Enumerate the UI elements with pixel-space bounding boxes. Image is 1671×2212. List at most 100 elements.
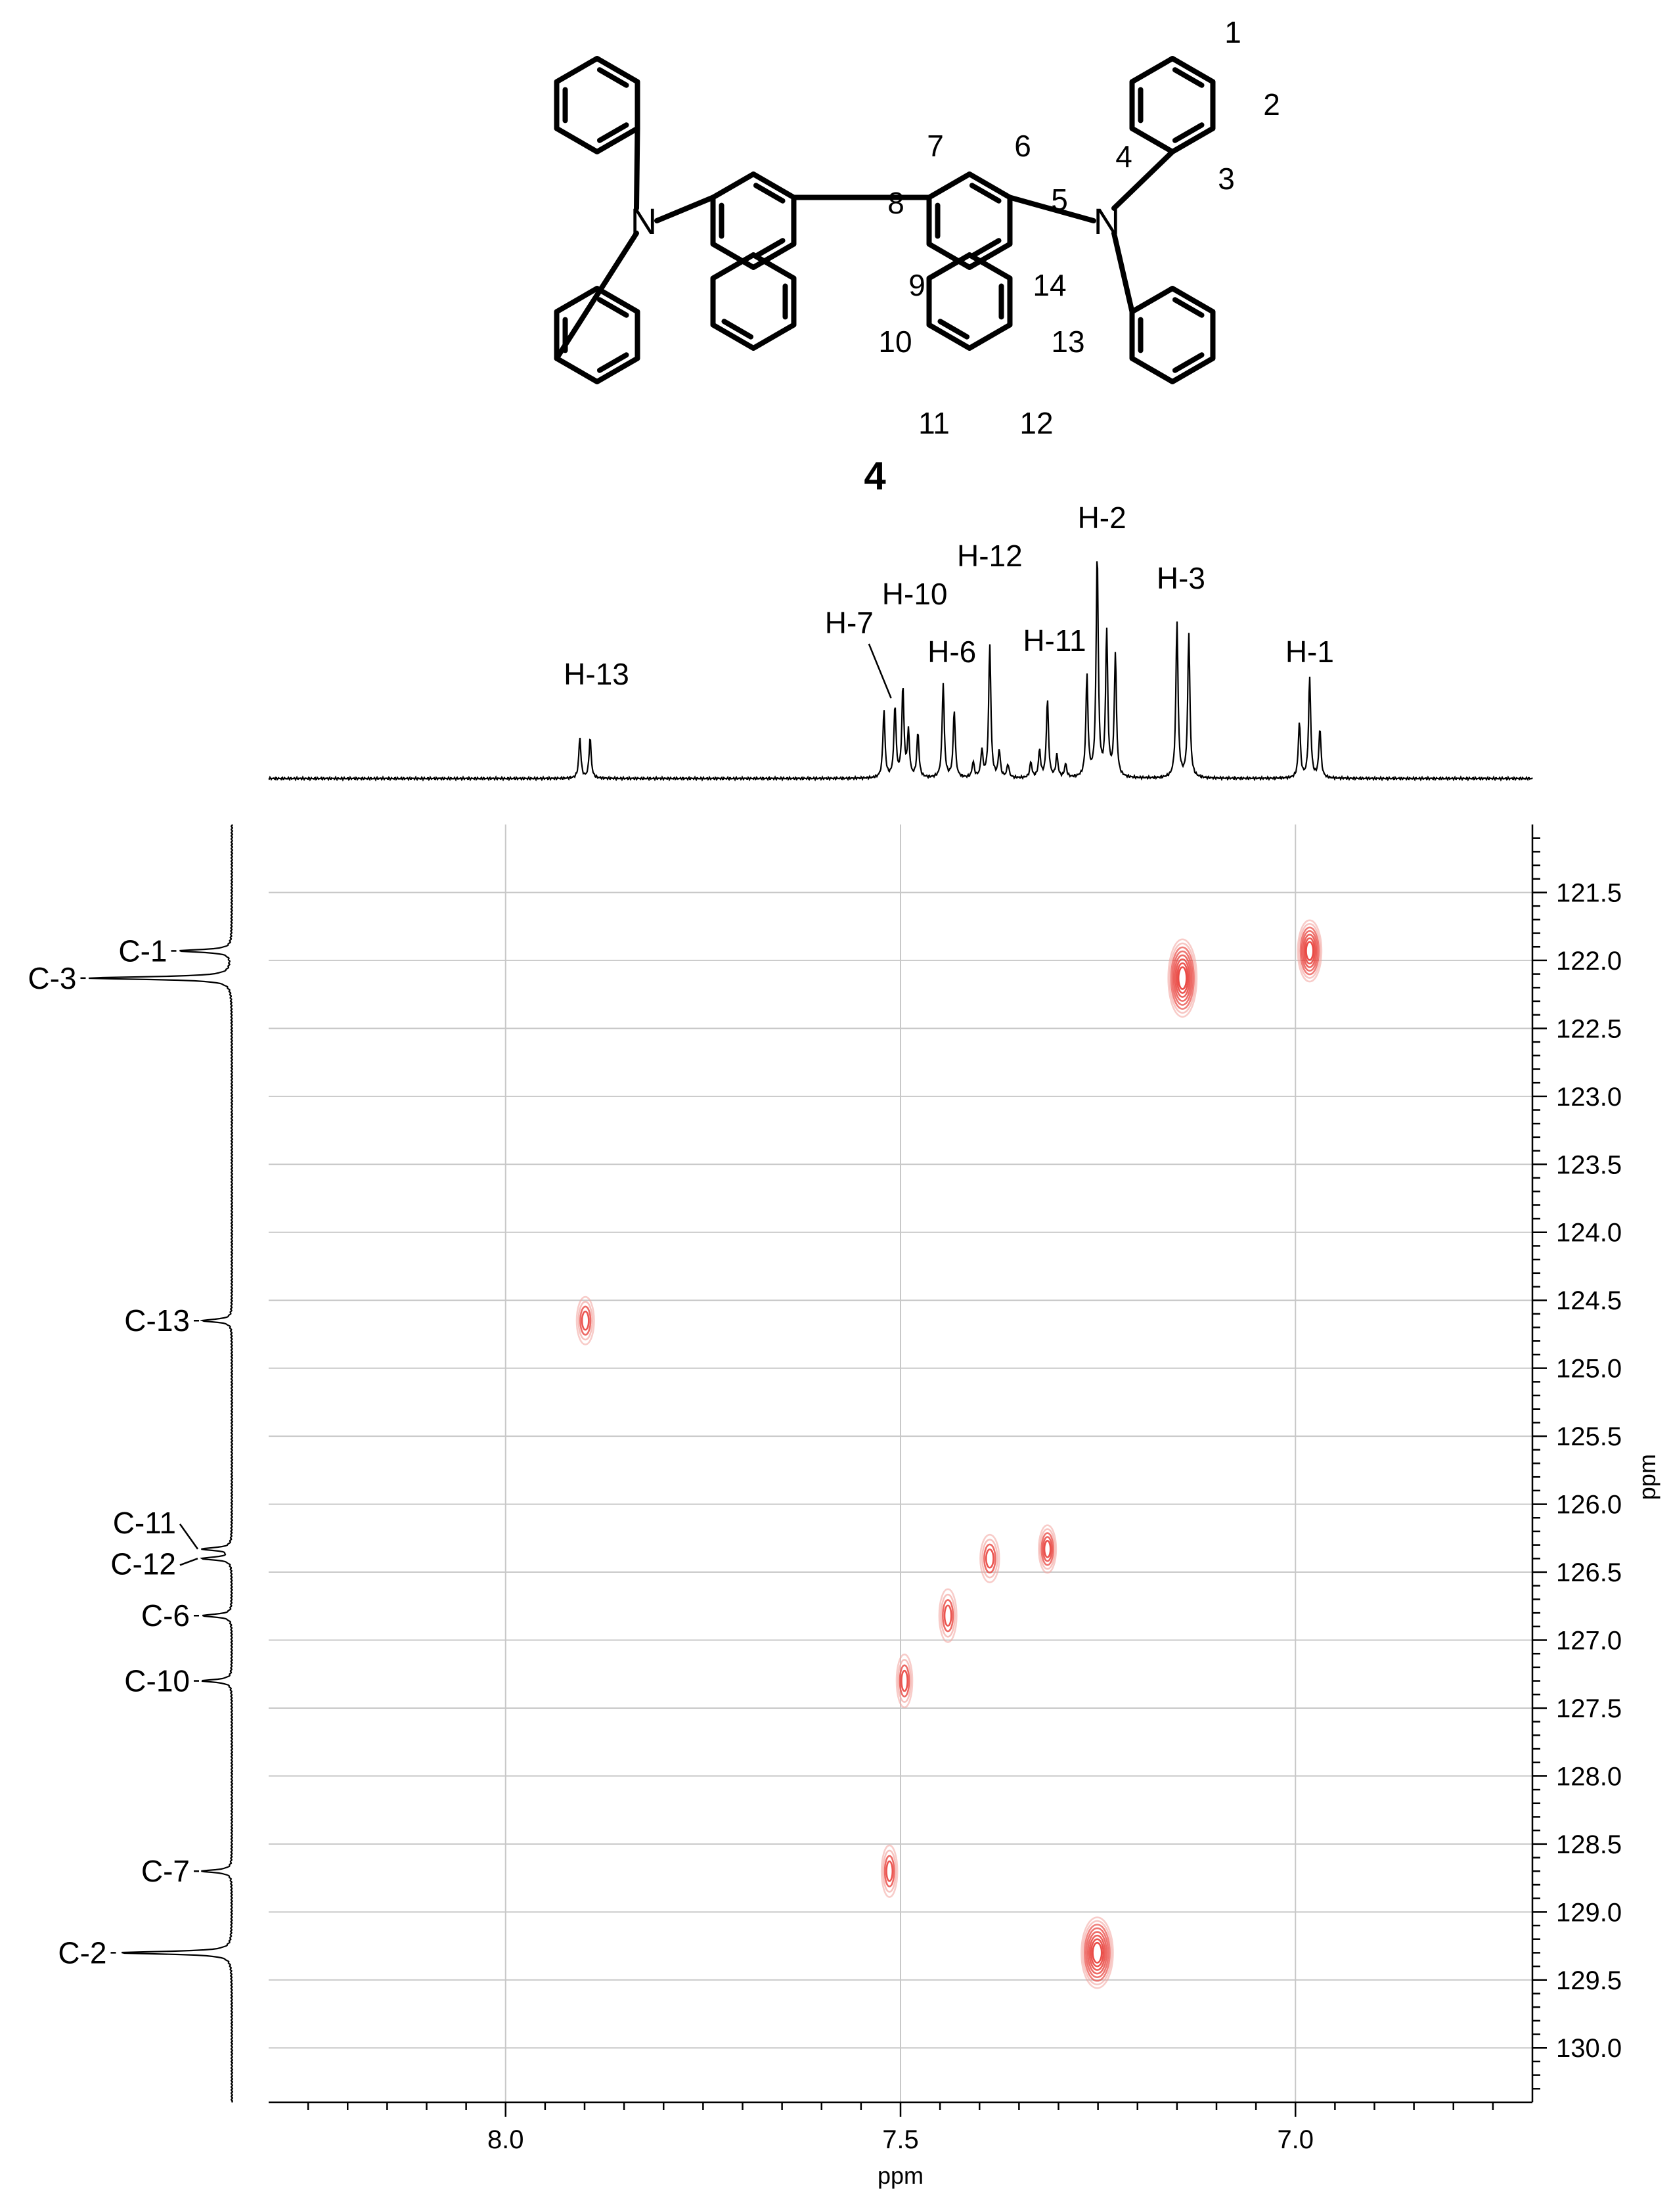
atom-number-label: 13 <box>1051 325 1084 359</box>
ring-left-naphthyl-bottom-double-bond <box>721 319 754 340</box>
cross-peak-contour <box>885 1860 894 1882</box>
ring-phenyl-left-top <box>554 56 640 154</box>
cross-peak-contour <box>942 1599 954 1633</box>
cross-peak-contour <box>943 1604 952 1627</box>
ring-right-naphthyl-bottom-double-bond <box>937 319 970 340</box>
atom-number-label: 11 <box>918 406 950 440</box>
y-tick-label: 125.0 <box>1556 1355 1622 1384</box>
ring-phenyl-right-bottom-double-bond <box>1172 297 1205 318</box>
ring-phenyl-right-top-double-bond <box>1172 67 1205 88</box>
proton-peak-label: H-2 <box>1078 501 1126 535</box>
y-tick-label: 127.0 <box>1556 1626 1622 1655</box>
y-tick-label: 122.5 <box>1556 1014 1622 1043</box>
ring-right-naphthyl-top-double-bond <box>969 183 1002 204</box>
cross-peak-contour <box>882 1849 897 1893</box>
cross-peak-contour <box>1169 942 1196 1014</box>
cross-peak-contour <box>1081 1916 1114 1989</box>
cross-peak-contour <box>1038 1524 1058 1574</box>
cross-peak-contour <box>1170 946 1195 1010</box>
y-tick-label: 128.5 <box>1556 1830 1622 1859</box>
x-tick-label: 7.5 <box>882 2125 919 2154</box>
carbon-1d-spectrum: C-1 C-3 C-13 C-11 C-12 C-6 C-10 C-7 C-2 <box>28 824 234 2103</box>
cross-peak-contour <box>1171 950 1193 1006</box>
ring-phenyl-left-bottom-double-bond <box>596 352 629 373</box>
cross-peak-contour <box>1305 941 1314 961</box>
cross-peak-contour <box>1302 934 1317 968</box>
carbon-peak-label: C-1 <box>118 934 167 968</box>
cross-peak-contour <box>1084 1924 1111 1982</box>
cross-peak-contour <box>981 1539 998 1579</box>
proton-label-leader <box>868 643 892 699</box>
y-tick-label: 124.0 <box>1556 1219 1622 1248</box>
atom-n-right: N <box>1094 200 1120 242</box>
proton-1d-spectrum: H-13 H-7H-10 H-6 H-12 H-11 H-2 H-3 H-1 <box>268 501 1533 782</box>
cross-peak-contour <box>895 1653 914 1709</box>
plot-gridlines <box>269 824 1532 2102</box>
cross-peak-contour <box>1298 923 1322 979</box>
cross-peak-contour <box>581 1311 590 1331</box>
atom-number-label: 2 <box>1263 87 1280 122</box>
atom-number-label: 12 <box>1019 406 1053 440</box>
cross-peak-contour <box>1173 954 1192 1002</box>
bond-c5-n <box>1007 194 1096 223</box>
y-tick-label: 126.5 <box>1556 1558 1622 1587</box>
cross-peak-contour <box>985 1548 994 1569</box>
proton-spectrum-trace <box>268 561 1533 782</box>
y-axis-label: ppm <box>1634 1454 1660 1500</box>
carbon-label-leader <box>179 1558 198 1566</box>
cross-peak-contour <box>1086 1931 1107 1975</box>
carbon-label-leader <box>179 1524 199 1550</box>
cross-peak-contour <box>938 1588 958 1643</box>
x-tick-label: 8.0 <box>487 2125 524 2154</box>
carbon-peak-label: C-3 <box>28 961 76 995</box>
carbon-peak-label: C-13 <box>124 1303 190 1338</box>
atom-number-label: 10 <box>878 325 912 359</box>
proton-peak-label: H-3 <box>1157 561 1205 595</box>
plot-axes: 8.0 7.5 7.0 ppm 121.5 122.0 122.5 123.0 123.5 124… <box>269 824 1660 2189</box>
atom-number-label: 5 <box>1051 183 1068 217</box>
atom-number-label: 8 <box>887 186 904 220</box>
cross-peak-contour <box>1088 1934 1106 1971</box>
y-tick-label: 123.0 <box>1556 1083 1622 1112</box>
atom-number-label: 7 <box>927 129 944 163</box>
ring-left-naphthyl-bottom <box>710 252 797 351</box>
cross-peak-contour <box>1301 930 1318 972</box>
ring-right-naphthyl-bottom <box>926 252 1013 351</box>
bond-n-phenyl-right-bottom <box>1111 231 1135 315</box>
proton-peak-label: H-12 <box>957 539 1023 573</box>
y-tick-label: 125.5 <box>1556 1422 1622 1451</box>
cross-peak-contour <box>1176 962 1189 994</box>
y-tick-label: 130.0 <box>1556 2034 1622 2063</box>
cross-peak-contour <box>575 1296 595 1345</box>
carbon-peak-label: C-10 <box>124 1664 190 1698</box>
cross-peak-contour <box>1042 1536 1053 1562</box>
cross-peak-contour <box>979 1533 1000 1583</box>
proton-peak-label: H-7 <box>825 606 874 640</box>
ring-phenyl-left-top-double-bond <box>596 122 629 143</box>
ring-phenyl-right-bottom <box>1129 286 1216 384</box>
carbon-peak-label: C-12 <box>110 1546 176 1581</box>
proton-peak-label: H-6 <box>927 635 976 669</box>
proton-peak-label: H-11 <box>1023 623 1086 658</box>
cross-peak-contour <box>579 1305 592 1336</box>
bond-n-phenyl-left-top <box>634 125 640 211</box>
cross-peak-contour <box>983 1543 996 1574</box>
proton-peak-label: H-10 <box>882 577 948 611</box>
cross-peak-contour <box>1082 1920 1113 1985</box>
ring-phenyl-right-top <box>1129 56 1216 154</box>
carbon-peak-label: C-6 <box>141 1598 190 1633</box>
cross-peak-contour <box>880 1844 899 1898</box>
bond-n-phenyl-right-top <box>1111 149 1175 211</box>
bond-n-phenyl-left-bottom <box>554 231 639 361</box>
proton-peak-label: H-13 <box>564 657 629 691</box>
ring-left-naphthyl-top-double-bond <box>753 238 786 259</box>
cross-peak-contour <box>899 1664 910 1698</box>
cross-peak-contour <box>1039 1528 1056 1570</box>
y-tick-label: 123.5 <box>1556 1150 1622 1179</box>
compound-label: 4 <box>864 454 886 498</box>
atom-number-label: 1 <box>1224 15 1241 49</box>
cross-peak-contour <box>577 1301 594 1341</box>
cross-peak-contour <box>883 1855 895 1887</box>
ring-right-naphthyl-top-double-bond <box>969 238 1002 259</box>
